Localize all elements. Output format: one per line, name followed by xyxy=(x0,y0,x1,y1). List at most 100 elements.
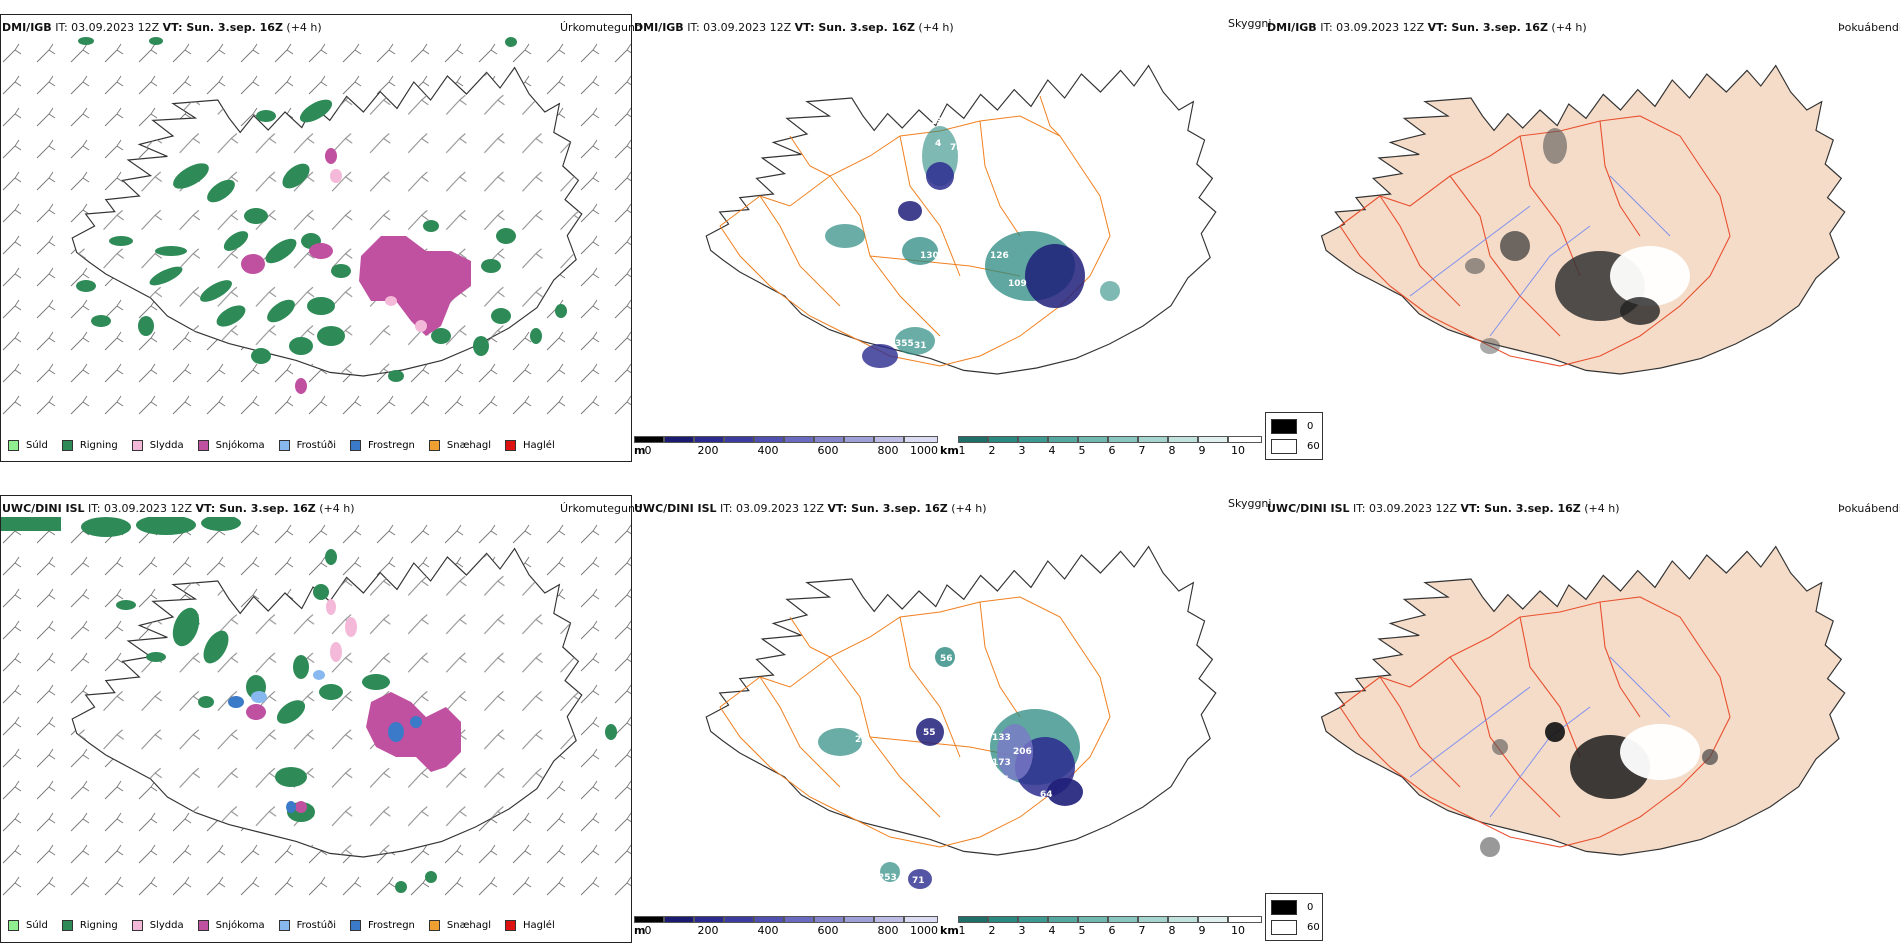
height-label: 109 xyxy=(1008,279,1027,289)
cbar-cell xyxy=(988,436,1018,443)
cloud-base-unit-1: m xyxy=(634,444,646,457)
cloud-map-1: 139 4 78 158 130 108 126 109 77 29 355 3… xyxy=(705,64,1217,395)
snow-areas xyxy=(241,148,471,394)
cbar-cell xyxy=(844,436,874,443)
cbar-cell xyxy=(784,436,814,443)
tick: 600 xyxy=(817,924,839,937)
cloud-base-colorbar-1 xyxy=(634,436,938,443)
tick: 5 xyxy=(1078,444,1086,457)
valid-time: VT: Sun. 3.sep. 16Z xyxy=(1460,502,1581,515)
cbar-cell xyxy=(1108,916,1138,923)
height-label: 24 xyxy=(855,735,868,745)
snow-areas xyxy=(246,692,461,813)
tick: 6 xyxy=(1108,924,1116,937)
swatch xyxy=(8,440,19,451)
legend-label: Súld xyxy=(26,920,48,931)
height-label: 127 xyxy=(1000,790,1019,800)
height-label: 108 xyxy=(835,273,854,283)
road-network xyxy=(719,596,1111,848)
model-name: UWC/DINI ISL xyxy=(1267,502,1350,515)
fog-title-1: Þokuábendi xyxy=(1838,21,1900,34)
precip-legend-1: Súld Rigning Slydda Snjókoma Frostúði Fr… xyxy=(8,440,569,451)
height-label: 173 xyxy=(992,758,1011,768)
init-time: IT: 03.09.2023 12Z xyxy=(55,21,160,34)
height-label: 31 xyxy=(914,341,927,351)
legend-label: Snjókoma xyxy=(215,920,265,931)
cbar-cell xyxy=(1108,436,1138,443)
swatch xyxy=(505,920,517,931)
height-label: 139 xyxy=(930,117,949,127)
legend-item-slydda: Slydda xyxy=(131,920,184,931)
valid-time: VT: Sun. 3.sep. 16Z xyxy=(1427,21,1548,34)
tick: 10 xyxy=(1231,444,1245,457)
sleet-areas xyxy=(326,599,357,662)
legend-item-rigning: Rigning xyxy=(61,920,118,931)
tick: 4 xyxy=(1048,924,1056,937)
fog-legend-label: 0 xyxy=(1307,421,1314,432)
road-network xyxy=(719,95,1111,367)
cloud-header-2: UWC/DINI ISL IT: 03.09.2023 12Z VT: Sun.… xyxy=(634,502,987,515)
precip-header-2: UWC/DINI ISL IT: 03.09.2023 12Z VT: Sun.… xyxy=(2,502,355,515)
cloud-title-1: Skyggni xyxy=(1228,17,1272,30)
fog-rivers xyxy=(1409,175,1671,337)
lead-time: (+4 h) xyxy=(951,502,987,515)
cbar-cell xyxy=(1078,916,1108,923)
precip-map-2 xyxy=(1,517,631,902)
cbar-cell xyxy=(784,916,814,923)
fog-roads xyxy=(1339,596,1731,848)
cbar-cell xyxy=(1018,916,1048,923)
precip-map-frame-2 xyxy=(0,495,632,943)
swatch xyxy=(61,440,73,451)
height-labels: 56 55 133 206 173 246 127 64 31 24 253 7… xyxy=(855,654,1075,886)
legend-item-sudl: Súld xyxy=(8,920,48,931)
freezing-rain-areas xyxy=(228,696,422,813)
cbar-cell xyxy=(724,436,754,443)
legend-label: Frostúði xyxy=(296,920,336,931)
fog-map-2 xyxy=(1320,545,1846,857)
cbar-cell xyxy=(724,916,754,923)
height-label: 78 xyxy=(950,143,963,153)
cbar-cell xyxy=(904,916,938,923)
swatch xyxy=(131,440,143,451)
legend-label: Snjókoma xyxy=(215,440,265,451)
tick: 3 xyxy=(1018,924,1026,937)
swatch xyxy=(1271,439,1297,454)
cloud-title-2: Skyggni xyxy=(1228,497,1272,510)
height-label: 77 xyxy=(1002,314,1015,324)
height-label: 29 xyxy=(1065,331,1078,341)
tick: 0 xyxy=(644,924,652,937)
legend-item-snaehagl: Snæhagl xyxy=(428,920,491,931)
fog-roads xyxy=(1339,115,1731,367)
swatch xyxy=(61,920,73,931)
fog-legend-row: 0 xyxy=(1271,900,1313,915)
tick: 800 xyxy=(877,924,899,937)
lead-time: (+4 h) xyxy=(319,502,355,515)
rain-areas xyxy=(1,517,617,893)
fog-map-1 xyxy=(1320,64,1846,375)
legend-label: Haglél xyxy=(523,920,555,931)
height-label: 66 xyxy=(910,385,923,395)
legend-label: Rigning xyxy=(79,920,118,931)
swatch xyxy=(1271,419,1297,434)
model-name: DMI/IGB xyxy=(2,21,52,34)
tick: 400 xyxy=(757,924,779,937)
precip-header-1: DMI/IGB IT: 03.09.2023 12Z VT: Sun. 3.se… xyxy=(2,21,322,34)
height-label: 158 xyxy=(947,187,966,197)
cbar-cell xyxy=(958,916,988,923)
height-label: 4 xyxy=(935,139,941,149)
cbar-cell xyxy=(664,916,694,923)
height-label: 126 xyxy=(990,251,1009,261)
legend-item-frostudi: Frostúði xyxy=(278,920,336,931)
tick: 0 xyxy=(644,444,652,457)
swatch xyxy=(505,440,517,451)
cbar-cell xyxy=(1048,916,1078,923)
legend-label: Rigning xyxy=(79,440,118,451)
fog-title-2: Þokuábendi xyxy=(1838,502,1900,515)
tick: 3 xyxy=(1018,444,1026,457)
visibility-unit-1: km xyxy=(940,444,959,457)
fog-header-1: DMI/IGB IT: 03.09.2023 12Z VT: Sun. 3.se… xyxy=(1267,21,1587,34)
cbar-cell xyxy=(1048,436,1078,443)
legend-item-haglel: Haglél xyxy=(505,920,555,931)
cbar-cell xyxy=(754,916,784,923)
tick: 2 xyxy=(988,444,996,457)
